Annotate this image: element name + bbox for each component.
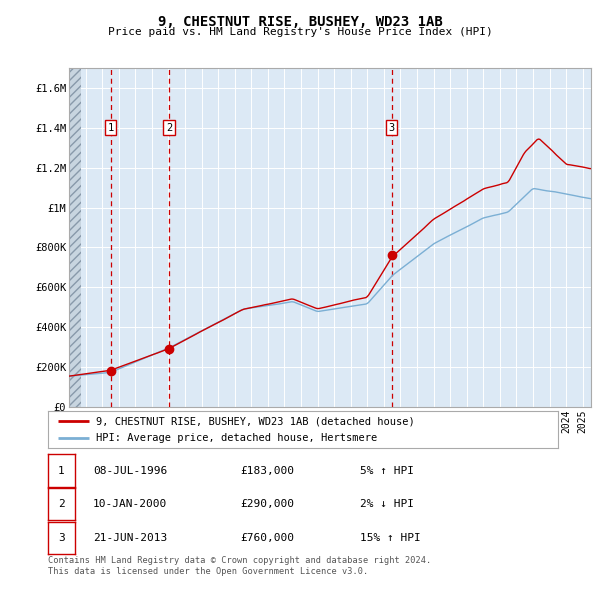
- Text: 21-JUN-2013: 21-JUN-2013: [93, 533, 167, 543]
- Text: 5% ↑ HPI: 5% ↑ HPI: [360, 466, 414, 476]
- Text: 08-JUL-1996: 08-JUL-1996: [93, 466, 167, 476]
- Text: Contains HM Land Registry data © Crown copyright and database right 2024.
This d: Contains HM Land Registry data © Crown c…: [48, 556, 431, 576]
- Text: £760,000: £760,000: [240, 533, 294, 543]
- Text: 1: 1: [107, 123, 114, 133]
- Text: 9, CHESTNUT RISE, BUSHEY, WD23 1AB (detached house): 9, CHESTNUT RISE, BUSHEY, WD23 1AB (deta…: [97, 417, 415, 426]
- Bar: [69, 68, 82, 407]
- Text: HPI: Average price, detached house, Hertsmere: HPI: Average price, detached house, Hert…: [97, 434, 378, 443]
- Text: 15% ↑ HPI: 15% ↑ HPI: [360, 533, 421, 543]
- Text: 3: 3: [389, 123, 395, 133]
- Text: £183,000: £183,000: [240, 466, 294, 476]
- Text: £290,000: £290,000: [240, 499, 294, 509]
- Text: Price paid vs. HM Land Registry's House Price Index (HPI): Price paid vs. HM Land Registry's House …: [107, 27, 493, 37]
- Text: 3: 3: [58, 533, 65, 543]
- Text: 2: 2: [58, 499, 65, 509]
- Text: 10-JAN-2000: 10-JAN-2000: [93, 499, 167, 509]
- Text: 2% ↓ HPI: 2% ↓ HPI: [360, 499, 414, 509]
- Text: 9, CHESTNUT RISE, BUSHEY, WD23 1AB: 9, CHESTNUT RISE, BUSHEY, WD23 1AB: [158, 15, 442, 29]
- Text: 2: 2: [166, 123, 172, 133]
- Text: 1: 1: [58, 466, 65, 476]
